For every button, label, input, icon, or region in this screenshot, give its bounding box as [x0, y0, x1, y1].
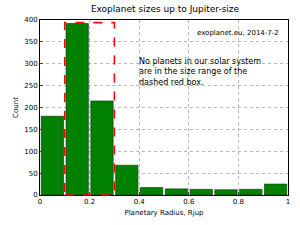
- svg-text:0.4: 0.4: [134, 198, 146, 206]
- svg-text:350: 350: [24, 38, 37, 46]
- svg-text:0.8: 0.8: [233, 198, 244, 206]
- svg-text:No planets in our solar system: No planets in our solar systemare in the…: [139, 57, 261, 87]
- svg-text:exoplanet.eu, 2014-7-2: exoplanet.eu, 2014-7-2: [197, 29, 279, 37]
- svg-text:1: 1: [286, 198, 290, 206]
- svg-text:0: 0: [38, 198, 42, 206]
- svg-text:0.6: 0.6: [183, 198, 195, 206]
- svg-text:100: 100: [24, 148, 37, 156]
- svg-text:Exoplanet sizes up to Jupiter-: Exoplanet sizes up to Jupiter-size: [91, 4, 240, 14]
- svg-text:Planetary Radius, Rjup: Planetary Radius, Rjup: [124, 209, 204, 217]
- svg-text:Count: Count: [12, 97, 20, 118]
- svg-text:300: 300: [24, 60, 37, 68]
- svg-text:150: 150: [24, 126, 37, 134]
- svg-text:250: 250: [24, 82, 37, 90]
- svg-text:0: 0: [33, 191, 37, 199]
- svg-text:200: 200: [24, 104, 37, 112]
- svg-text:400: 400: [24, 16, 37, 24]
- svg-text:50: 50: [29, 170, 38, 178]
- svg-text:0.2: 0.2: [84, 198, 95, 206]
